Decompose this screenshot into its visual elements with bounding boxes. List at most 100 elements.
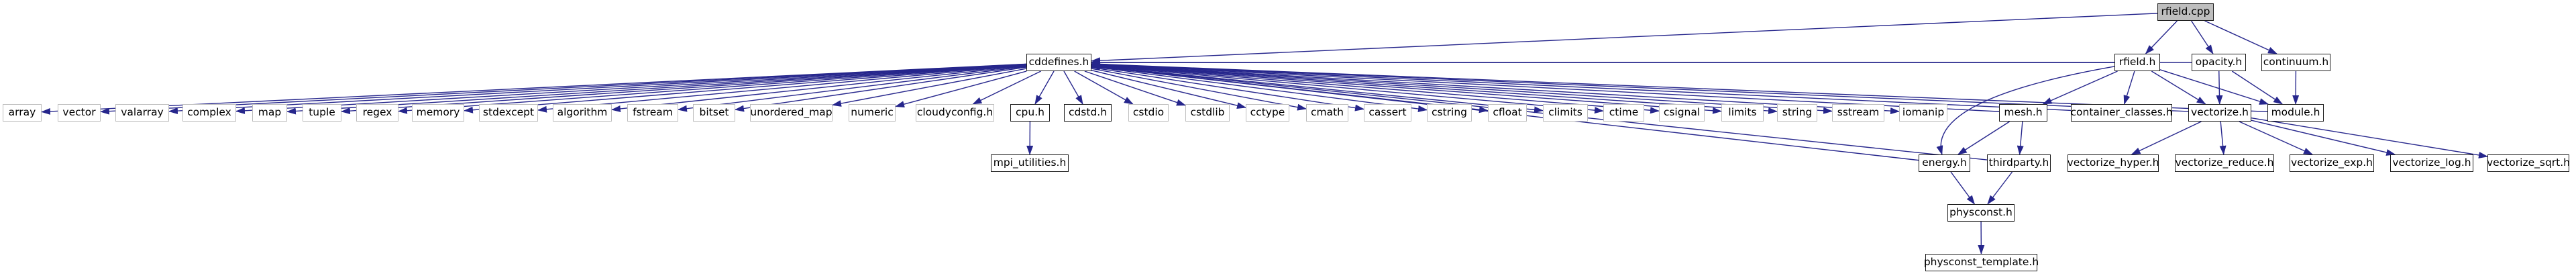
edge-module-h-to-cddefines-h bbox=[1091, 60, 2268, 112]
node-sstream: sstream bbox=[1832, 104, 1884, 122]
node-cfloat: cfloat bbox=[1488, 104, 1527, 122]
node-fstream: fstream bbox=[627, 104, 678, 122]
node-cassert: cassert bbox=[1364, 104, 1411, 122]
edge-rfield-cpp-to-cddefines-h bbox=[1091, 13, 2158, 64]
node-cctype: cctype bbox=[1246, 104, 1289, 122]
node-cdstd-h[interactable]: cdstd.h bbox=[1064, 104, 1112, 122]
edge-thirdparty-h-to-physconst-h bbox=[1987, 171, 2013, 205]
edge-rfield-cpp-to-continuum-h bbox=[2204, 20, 2277, 54]
edge-rfield-h-to-module-h bbox=[2159, 69, 2269, 105]
node-array: array bbox=[3, 104, 42, 122]
edge-cddefines-h-to-csignal bbox=[1091, 64, 1660, 114]
node-cstdio: cstdio bbox=[1128, 104, 1169, 122]
node-vectorize-h[interactable]: vectorize.h bbox=[2188, 104, 2251, 122]
node-container-classes-h[interactable]: container_classes.h bbox=[2070, 104, 2173, 122]
edge-opacity-h-to-module-h bbox=[2231, 71, 2283, 105]
edge-rfield-h-to-mesh-h bbox=[2042, 71, 2118, 105]
edge-cddefines-h-to-cdstd-h bbox=[1063, 71, 1083, 105]
node-physconst-template-h[interactable]: physconst_template.h bbox=[1924, 254, 2039, 271]
edge-cddefines-h-to-stdexcept bbox=[537, 64, 1027, 113]
node-opacity-h[interactable]: opacity.h bbox=[2192, 54, 2246, 71]
node-iomanip: iomanip bbox=[1899, 104, 1947, 122]
node-thirdparty-h[interactable]: thirdparty.h bbox=[1987, 154, 2051, 172]
edge-mesh-h-to-energy-h bbox=[1957, 121, 2010, 155]
edge-cddefines-h-to-algorithm bbox=[611, 65, 1027, 112]
edge-vectorize-h-to-vectorize-reduce-h bbox=[2219, 121, 2226, 155]
edge-cddefines-h-to-climits bbox=[1091, 65, 1544, 113]
edge-vectorize-h-to-vectorize-log-h bbox=[2251, 120, 2396, 156]
edge-rfield-h-to-vectorize-h bbox=[2151, 71, 2206, 105]
edge-energy-h-to-physconst-h bbox=[1950, 171, 1976, 205]
edge-cddefines-h-to-map bbox=[286, 64, 1027, 115]
node-string: string bbox=[1777, 104, 1817, 122]
node-cloudyconfig-h: cloudyconfig.h bbox=[916, 104, 994, 122]
node-physconst-h[interactable]: physconst.h bbox=[1947, 204, 2015, 222]
edge-cddefines-h-to-cassert bbox=[1091, 66, 1364, 111]
node-vectorize-reduce-h[interactable]: vectorize_reduce.h bbox=[2175, 154, 2274, 172]
edge-vectorize-h-to-vectorize-hyper-h bbox=[2131, 121, 2202, 155]
node-mpi-utilities-h[interactable]: mpi_utilities.h bbox=[991, 154, 1069, 172]
edge-mesh-h-to-thirdparty-h bbox=[2017, 121, 2024, 155]
node-memory: memory bbox=[412, 104, 464, 122]
edge-vectorize-h-to-cddefines-h bbox=[1091, 60, 2189, 112]
edge-opacity-h-to-vectorize-h bbox=[2216, 71, 2223, 105]
node-energy-h[interactable]: energy.h bbox=[1919, 154, 1970, 172]
node-cmath: cmath bbox=[1306, 104, 1348, 122]
node-vectorize-sqrt-h[interactable]: vectorize_sqrt.h bbox=[2487, 154, 2570, 172]
node-vectorize-exp-h[interactable]: vectorize_exp.h bbox=[2290, 154, 2374, 172]
edge-cddefines-h-to-unordered-map bbox=[832, 68, 1027, 107]
node-cstring: cstring bbox=[1427, 104, 1472, 122]
node-mesh-h[interactable]: mesh.h bbox=[1999, 104, 2047, 122]
node-module-h[interactable]: module.h bbox=[2267, 104, 2324, 122]
node-unordered-map: unordered_map bbox=[750, 104, 833, 122]
edge-thirdparty-h-to-cddefines-h bbox=[1091, 63, 1988, 160]
node-bitset: bitset bbox=[693, 104, 735, 122]
edge-rfield-h-to-energy-h bbox=[1936, 66, 2115, 155]
edge-container-classes-h-to-cddefines-h bbox=[1091, 60, 2072, 111]
edge-cddefines-h-to-cctype bbox=[1091, 70, 1246, 109]
edge-mesh-h-to-cddefines-h bbox=[1091, 61, 2000, 112]
edge-cddefines-h-to-complex bbox=[235, 64, 1027, 114]
edge-cddefines-h-to-ctime bbox=[1091, 64, 1604, 114]
node-tuple: tuple bbox=[303, 104, 341, 122]
node-rfield-h[interactable]: rfield.h bbox=[2114, 54, 2160, 71]
node-vectorize-log-h[interactable]: vectorize_log.h bbox=[2390, 154, 2473, 172]
edge-cddefines-h-to-iomanip bbox=[1091, 64, 1900, 115]
edge-cddefines-h-to-valarray bbox=[168, 63, 1027, 115]
node-continuum-h[interactable]: continuum.h bbox=[2261, 54, 2330, 71]
edge-rfield-cpp-to-rfield-h bbox=[2145, 20, 2178, 54]
node-regex: regex bbox=[356, 104, 398, 122]
edge-cddefines-h-to-cstdio bbox=[1074, 71, 1134, 105]
edge-cddefines-h-to-limits bbox=[1091, 64, 1722, 114]
node-vectorize-hyper-h[interactable]: vectorize_hyper.h bbox=[2068, 154, 2159, 172]
node-rfield-cpp: rfield.cpp bbox=[2157, 3, 2214, 21]
edge-cddefines-h-to-tuple bbox=[341, 64, 1027, 115]
edge-cddefines-h-to-cmath bbox=[1091, 68, 1307, 111]
node-cpu-h[interactable]: cpu.h bbox=[1010, 104, 1050, 122]
edge-rfield-h-to-container-classes-h bbox=[2123, 71, 2135, 105]
edge-cddefines-h-to-cpu-h bbox=[1034, 71, 1055, 105]
edge-cddefines-h-to-bitset bbox=[735, 66, 1027, 112]
node-numeric: numeric bbox=[849, 104, 896, 122]
edge-vectorize-h-to-vectorize-exp-h bbox=[2239, 121, 2313, 155]
node-cddefines-h[interactable]: cddefines.h bbox=[1026, 54, 1091, 71]
edge-cddefines-h-to-memory bbox=[464, 64, 1027, 113]
edge-cddefines-h-to-cloudyconfig-h bbox=[972, 71, 1041, 105]
edge-cddefines-h-to-fstream bbox=[678, 66, 1027, 112]
node-algorithm: algorithm bbox=[553, 104, 612, 122]
edge-vectorize-h-to-vectorize-sqrt-h bbox=[2251, 117, 2488, 158]
node-climits: climits bbox=[1543, 104, 1588, 122]
node-csignal: csignal bbox=[1659, 104, 1705, 122]
node-complex: complex bbox=[182, 104, 236, 122]
edge-cddefines-h-to-regex bbox=[398, 64, 1027, 114]
node-limits: limits bbox=[1721, 104, 1764, 122]
edge-cddefines-h-to-sstream bbox=[1091, 64, 1833, 114]
node-vector: vector bbox=[58, 104, 101, 122]
edge-cddefines-h-to-string bbox=[1091, 64, 1778, 115]
node-map: map bbox=[252, 104, 287, 122]
edge-cddefines-h-to-cstdlib bbox=[1084, 71, 1186, 106]
node-cstdlib: cstdlib bbox=[1185, 104, 1230, 122]
node-ctime: ctime bbox=[1603, 104, 1644, 122]
